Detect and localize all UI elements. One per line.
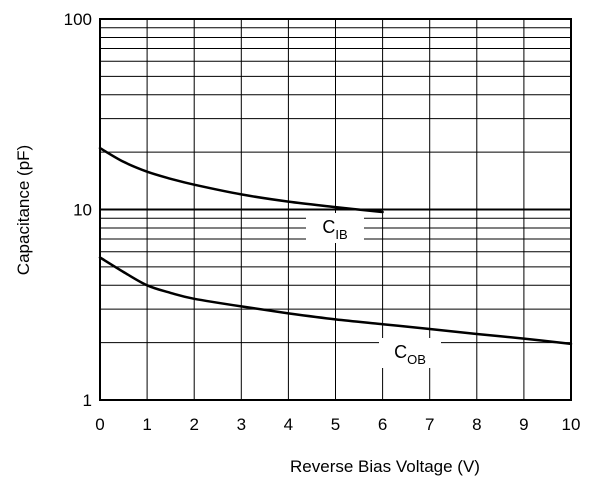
- x-tick-label: 7: [425, 415, 434, 434]
- series-label-background: [379, 338, 441, 368]
- y-axis-label: Capacitance (pF): [14, 145, 33, 275]
- x-tick-label: 0: [95, 415, 104, 434]
- x-tick-label: 8: [472, 415, 481, 434]
- series-label: COB: [394, 342, 426, 367]
- y-tick-label: 1: [83, 391, 92, 410]
- series-line-c-ib: [98, 146, 384, 214]
- x-tick-label: 2: [189, 415, 198, 434]
- x-tick-label: 6: [378, 415, 387, 434]
- series-label-name: C: [394, 342, 407, 362]
- y-tick-labels: 1 10 100: [64, 10, 92, 410]
- x-tick-label: 9: [519, 415, 528, 434]
- x-tick-label: 4: [284, 415, 293, 434]
- plot-frame: [99, 18, 572, 401]
- x-tick-label: 1: [142, 415, 151, 434]
- y-tick-label: 100: [64, 10, 92, 29]
- x-axis-label: Reverse Bias Voltage (V): [290, 457, 480, 476]
- series-label-subscript: OB: [407, 352, 426, 367]
- series-label-subscript: IB: [335, 227, 347, 242]
- x-tick-labels: 0 1 2 3 4 5 6 7 8 9 10: [95, 415, 580, 434]
- series-label: CIB: [322, 217, 347, 242]
- series-line-c-ob: [98, 256, 573, 346]
- y-tick-label: 10: [73, 201, 92, 220]
- series-label-name: C: [322, 217, 335, 237]
- grid: [100, 19, 571, 400]
- x-tick-label: 10: [562, 415, 581, 434]
- x-tick-label: 5: [331, 415, 340, 434]
- x-tick-label: 3: [237, 415, 246, 434]
- curves: [98, 146, 573, 346]
- series-label-background: [306, 213, 364, 243]
